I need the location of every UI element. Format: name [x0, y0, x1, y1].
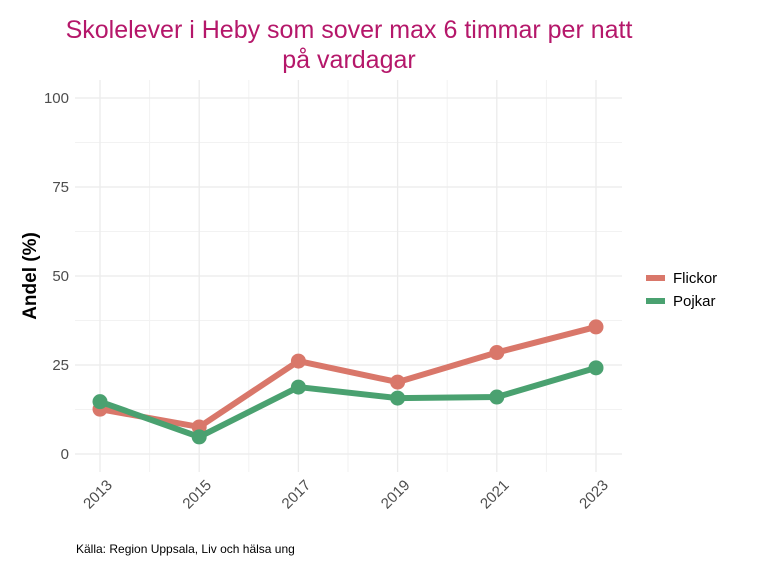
- x-axis: 2013 2015 2017 2019 2021 2023: [80, 477, 612, 513]
- x-tick-label: 2019: [378, 477, 414, 513]
- grid: [75, 80, 622, 472]
- data-point-flickor: [390, 374, 406, 390]
- x-tick-label: 2017: [279, 477, 315, 513]
- data-point-flickor: [588, 319, 604, 335]
- x-tick-label: 2021: [477, 477, 513, 513]
- legend: Flickor Pojkar: [646, 270, 717, 310]
- data-point-pojkar: [290, 379, 306, 395]
- x-tick-label: 2015: [179, 477, 215, 513]
- y-axis: 0 25 50 75 100: [44, 90, 69, 463]
- x-tick-label: 2023: [576, 477, 612, 513]
- y-tick-label: 50: [52, 268, 69, 285]
- legend-label: Flickor: [673, 270, 717, 287]
- chart-title-line2: på vardagar: [282, 46, 415, 74]
- data-point-pojkar: [191, 429, 207, 445]
- series-line-flickor: [99, 324, 597, 430]
- data-point-pojkar: [92, 394, 108, 410]
- y-axis-label: Andel (%): [20, 232, 41, 320]
- y-tick-label: 100: [44, 90, 69, 107]
- y-tick-label: 0: [61, 446, 69, 463]
- series-layer: [92, 319, 604, 445]
- x-tick-label: 2013: [80, 477, 116, 513]
- data-point-pojkar: [390, 390, 406, 406]
- data-point-flickor: [290, 353, 306, 369]
- data-point-pojkar: [588, 360, 604, 376]
- data-point-flickor: [489, 345, 505, 361]
- y-tick-label: 25: [52, 357, 69, 374]
- chart-title: Skolelever i Heby som sover max 6 timmar…: [66, 16, 633, 44]
- data-point-pojkar: [489, 389, 505, 405]
- y-tick-label: 75: [52, 179, 69, 196]
- legend-label: Pojkar: [673, 293, 716, 310]
- series-line-pojkar: [98, 364, 597, 440]
- caption: Källa: Region Uppsala, Liv och hälsa ung: [76, 542, 295, 556]
